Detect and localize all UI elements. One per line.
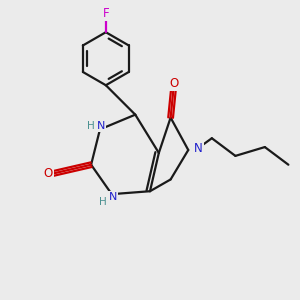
Text: N: N bbox=[97, 122, 106, 131]
Text: N: N bbox=[194, 142, 203, 155]
Text: O: O bbox=[44, 167, 53, 180]
Text: O: O bbox=[169, 77, 178, 90]
Text: N: N bbox=[109, 192, 117, 202]
Text: F: F bbox=[103, 7, 109, 20]
Text: H: H bbox=[87, 122, 94, 131]
Text: H: H bbox=[99, 196, 106, 206]
